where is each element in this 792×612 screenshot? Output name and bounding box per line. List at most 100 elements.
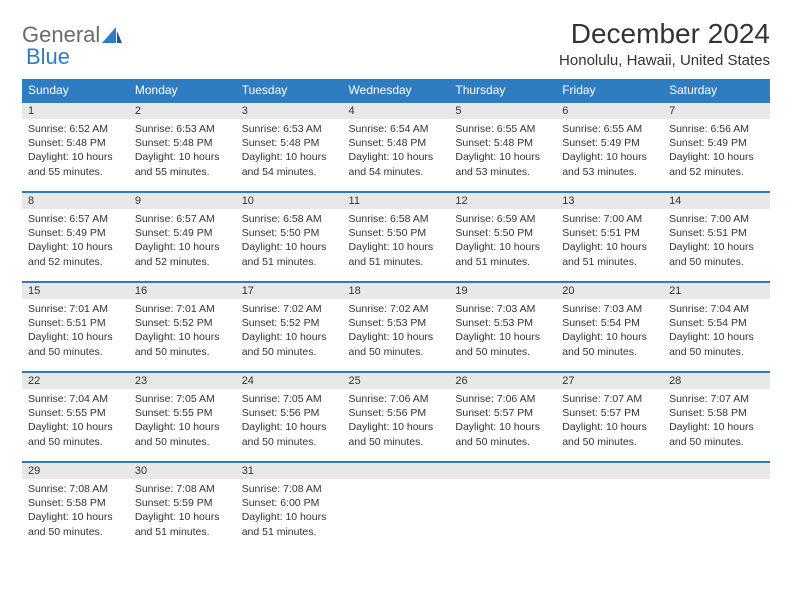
daylight-text: Daylight: 10 hours and 52 minutes. — [135, 240, 230, 268]
day-content — [343, 479, 450, 486]
day-cell — [343, 462, 450, 552]
logo-blue-text: Blue — [26, 44, 70, 70]
daylight-text: Daylight: 10 hours and 50 minutes. — [669, 330, 764, 358]
day-header: Sunday — [22, 79, 129, 102]
sunrise-text: Sunrise: 6:58 AM — [242, 212, 337, 226]
sunset-text: Sunset: 5:52 PM — [135, 316, 230, 330]
day-cell: 19Sunrise: 7:03 AMSunset: 5:53 PMDayligh… — [449, 282, 556, 372]
day-cell: 14Sunrise: 7:00 AMSunset: 5:51 PMDayligh… — [663, 192, 770, 282]
sunrise-text: Sunrise: 7:06 AM — [349, 392, 444, 406]
day-content: Sunrise: 6:57 AMSunset: 5:49 PMDaylight:… — [22, 209, 129, 273]
daylight-text: Daylight: 10 hours and 50 minutes. — [455, 330, 550, 358]
sunrise-text: Sunrise: 7:02 AM — [242, 302, 337, 316]
day-cell: 27Sunrise: 7:07 AMSunset: 5:57 PMDayligh… — [556, 372, 663, 462]
day-cell: 8Sunrise: 6:57 AMSunset: 5:49 PMDaylight… — [22, 192, 129, 282]
sunrise-text: Sunrise: 7:05 AM — [242, 392, 337, 406]
sunset-text: Sunset: 5:48 PM — [242, 136, 337, 150]
daylight-text: Daylight: 10 hours and 51 minutes. — [242, 510, 337, 538]
sunrise-text: Sunrise: 6:55 AM — [562, 122, 657, 136]
sunset-text: Sunset: 5:55 PM — [135, 406, 230, 420]
day-header: Tuesday — [236, 79, 343, 102]
day-content: Sunrise: 6:58 AMSunset: 5:50 PMDaylight:… — [236, 209, 343, 273]
daylight-text: Daylight: 10 hours and 50 minutes. — [28, 420, 123, 448]
day-number: 14 — [663, 192, 770, 209]
daylight-text: Daylight: 10 hours and 50 minutes. — [455, 420, 550, 448]
daylight-text: Daylight: 10 hours and 50 minutes. — [28, 510, 123, 538]
sunset-text: Sunset: 5:49 PM — [135, 226, 230, 240]
daylight-text: Daylight: 10 hours and 52 minutes. — [669, 150, 764, 178]
day-number: 16 — [129, 282, 236, 299]
day-cell: 4Sunrise: 6:54 AMSunset: 5:48 PMDaylight… — [343, 102, 450, 192]
sunrise-text: Sunrise: 7:03 AM — [455, 302, 550, 316]
sunset-text: Sunset: 5:55 PM — [28, 406, 123, 420]
day-number: 10 — [236, 192, 343, 209]
week-row: 1Sunrise: 6:52 AMSunset: 5:48 PMDaylight… — [22, 102, 770, 192]
sunset-text: Sunset: 5:50 PM — [349, 226, 444, 240]
day-number: 6 — [556, 102, 663, 119]
day-content: Sunrise: 7:03 AMSunset: 5:54 PMDaylight:… — [556, 299, 663, 363]
day-number — [449, 462, 556, 479]
day-content: Sunrise: 7:05 AMSunset: 5:56 PMDaylight:… — [236, 389, 343, 453]
day-cell: 2Sunrise: 6:53 AMSunset: 5:48 PMDaylight… — [129, 102, 236, 192]
day-number: 22 — [22, 372, 129, 389]
sunset-text: Sunset: 5:48 PM — [135, 136, 230, 150]
sunset-text: Sunset: 5:50 PM — [242, 226, 337, 240]
day-cell: 29Sunrise: 7:08 AMSunset: 5:58 PMDayligh… — [22, 462, 129, 552]
day-content: Sunrise: 6:53 AMSunset: 5:48 PMDaylight:… — [236, 119, 343, 183]
day-number: 5 — [449, 102, 556, 119]
daylight-text: Daylight: 10 hours and 55 minutes. — [135, 150, 230, 178]
day-content: Sunrise: 7:07 AMSunset: 5:58 PMDaylight:… — [663, 389, 770, 453]
day-content — [449, 479, 556, 486]
title-block: December 2024 Honolulu, Hawaii, United S… — [559, 18, 770, 69]
daylight-text: Daylight: 10 hours and 52 minutes. — [28, 240, 123, 268]
daylight-text: Daylight: 10 hours and 54 minutes. — [242, 150, 337, 178]
daylight-text: Daylight: 10 hours and 50 minutes. — [669, 420, 764, 448]
daylight-text: Daylight: 10 hours and 50 minutes. — [135, 330, 230, 358]
sunset-text: Sunset: 5:54 PM — [669, 316, 764, 330]
day-cell: 11Sunrise: 6:58 AMSunset: 5:50 PMDayligh… — [343, 192, 450, 282]
sunrise-text: Sunrise: 6:53 AM — [135, 122, 230, 136]
sunrise-text: Sunrise: 6:53 AM — [242, 122, 337, 136]
day-content: Sunrise: 7:00 AMSunset: 5:51 PMDaylight:… — [663, 209, 770, 273]
day-number: 31 — [236, 462, 343, 479]
day-number: 26 — [449, 372, 556, 389]
sunrise-text: Sunrise: 6:59 AM — [455, 212, 550, 226]
day-cell: 22Sunrise: 7:04 AMSunset: 5:55 PMDayligh… — [22, 372, 129, 462]
day-header: Monday — [129, 79, 236, 102]
day-number — [663, 462, 770, 479]
day-cell: 3Sunrise: 6:53 AMSunset: 5:48 PMDaylight… — [236, 102, 343, 192]
day-cell: 17Sunrise: 7:02 AMSunset: 5:52 PMDayligh… — [236, 282, 343, 372]
day-cell: 20Sunrise: 7:03 AMSunset: 5:54 PMDayligh… — [556, 282, 663, 372]
daylight-text: Daylight: 10 hours and 53 minutes. — [562, 150, 657, 178]
sunrise-text: Sunrise: 6:58 AM — [349, 212, 444, 226]
day-content: Sunrise: 7:01 AMSunset: 5:52 PMDaylight:… — [129, 299, 236, 363]
daylight-text: Daylight: 10 hours and 50 minutes. — [349, 330, 444, 358]
sunset-text: Sunset: 5:50 PM — [455, 226, 550, 240]
daylight-text: Daylight: 10 hours and 51 minutes. — [562, 240, 657, 268]
day-content: Sunrise: 7:01 AMSunset: 5:51 PMDaylight:… — [22, 299, 129, 363]
sunset-text: Sunset: 5:56 PM — [349, 406, 444, 420]
day-number — [556, 462, 663, 479]
day-cell: 26Sunrise: 7:06 AMSunset: 5:57 PMDayligh… — [449, 372, 556, 462]
sunset-text: Sunset: 5:48 PM — [28, 136, 123, 150]
day-content: Sunrise: 7:06 AMSunset: 5:56 PMDaylight:… — [343, 389, 450, 453]
day-content: Sunrise: 6:53 AMSunset: 5:48 PMDaylight:… — [129, 119, 236, 183]
day-cell: 30Sunrise: 7:08 AMSunset: 5:59 PMDayligh… — [129, 462, 236, 552]
day-number: 25 — [343, 372, 450, 389]
sunrise-text: Sunrise: 7:00 AM — [562, 212, 657, 226]
sunset-text: Sunset: 5:59 PM — [135, 496, 230, 510]
daylight-text: Daylight: 10 hours and 50 minutes. — [562, 420, 657, 448]
sunset-text: Sunset: 5:53 PM — [455, 316, 550, 330]
daylight-text: Daylight: 10 hours and 50 minutes. — [28, 330, 123, 358]
daylight-text: Daylight: 10 hours and 50 minutes. — [669, 240, 764, 268]
sunset-text: Sunset: 5:57 PM — [455, 406, 550, 420]
sunrise-text: Sunrise: 7:01 AM — [28, 302, 123, 316]
day-cell: 6Sunrise: 6:55 AMSunset: 5:49 PMDaylight… — [556, 102, 663, 192]
day-cell: 23Sunrise: 7:05 AMSunset: 5:55 PMDayligh… — [129, 372, 236, 462]
day-content — [663, 479, 770, 486]
day-content: Sunrise: 7:08 AMSunset: 6:00 PMDaylight:… — [236, 479, 343, 543]
sunset-text: Sunset: 5:48 PM — [455, 136, 550, 150]
week-row: 29Sunrise: 7:08 AMSunset: 5:58 PMDayligh… — [22, 462, 770, 552]
sunset-text: Sunset: 5:58 PM — [669, 406, 764, 420]
sunset-text: Sunset: 5:49 PM — [669, 136, 764, 150]
